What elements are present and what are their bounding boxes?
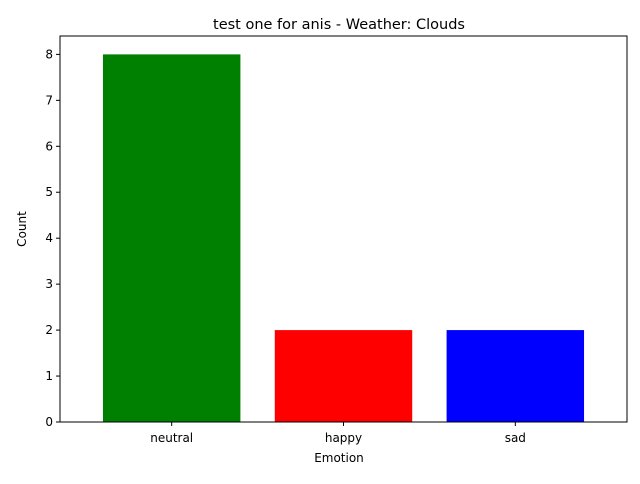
bars-layer (102, 54, 585, 422)
y-tick-label: 5 (45, 185, 53, 199)
y-tick-label: 4 (45, 231, 53, 245)
y-tick-label: 8 (45, 47, 53, 61)
y-tick-label: 7 (45, 93, 53, 107)
chart-title: test one for anis - Weather: Clouds (213, 17, 465, 33)
x-tick-label-sad: sad (505, 431, 526, 445)
y-tick-label: 6 (45, 139, 53, 153)
x-axis-label: Emotion (314, 451, 364, 465)
x-axis-ticks: neutral happy sad (150, 422, 526, 445)
bar-sad (446, 330, 585, 422)
x-tick-label-neutral: neutral (150, 431, 193, 445)
y-tick-label: 1 (45, 369, 53, 383)
y-axis-ticks: 0 1 2 3 4 5 6 7 8 (45, 47, 60, 429)
x-tick-label-happy: happy (325, 431, 362, 445)
y-tick-label: 3 (45, 277, 53, 291)
y-axis-label: Count (15, 211, 29, 247)
y-tick-label: 0 (45, 415, 53, 429)
bar-neutral (102, 54, 241, 422)
y-tick-label: 2 (45, 323, 53, 337)
bar-happy (274, 330, 413, 422)
